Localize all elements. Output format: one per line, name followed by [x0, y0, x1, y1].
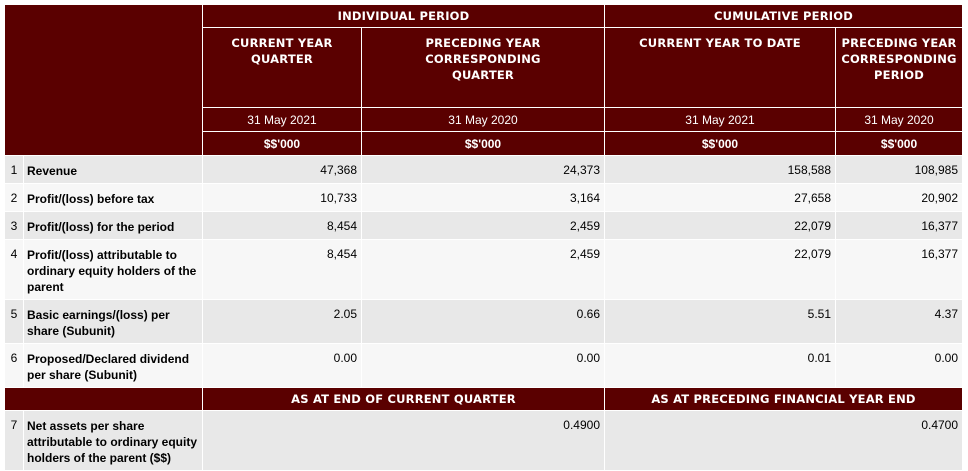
column-date: 31 May 2020 — [834, 107, 964, 132]
column-label: PRECEDING YEAR CORRESPONDING PERIOD — [834, 27, 964, 108]
row-number: 7 — [4, 410, 24, 471]
cell-value: 22,079 — [604, 239, 836, 300]
row-number: 1 — [4, 155, 24, 184]
row-number: 4 — [4, 239, 24, 300]
cell-value: 158,588 — [604, 155, 836, 184]
header-blank — [4, 4, 203, 156]
row-label: Revenue — [23, 155, 203, 184]
table-row: 6 Proposed/Declared dividend per share (… — [4, 343, 964, 388]
cell-value: 0.4700 — [603, 410, 964, 471]
cell-value: 8,454 — [202, 239, 362, 300]
cumulative-period-header: CUMULATIVE PERIOD — [603, 4, 964, 28]
cell-value: 2,459 — [361, 211, 605, 240]
table-row: 3 Profit/(loss) for the period 8,454 2,4… — [4, 211, 964, 240]
cell-value: 0.4900 — [202, 410, 605, 471]
cell-value: 4.37 — [834, 299, 964, 344]
cell-value: 20,902 — [834, 183, 964, 212]
cell-value: 16,377 — [834, 211, 964, 240]
column-date: 31 May 2021 — [202, 107, 362, 132]
row-number: 5 — [4, 299, 24, 344]
column-currency: $$'000 — [604, 131, 836, 156]
column-label: CURRENT YEAR TO DATE — [604, 27, 836, 108]
column-label: CURRENT YEAR QUARTER — [202, 27, 362, 108]
cell-value: 0.00 — [202, 343, 362, 388]
row-number: 2 — [4, 183, 24, 212]
current-quarter-caption: AS AT END OF CURRENT QUARTER — [202, 387, 605, 411]
row-number: 3 — [4, 211, 24, 240]
cell-value: 27,658 — [604, 183, 836, 212]
cell-value: 0.00 — [834, 343, 964, 388]
financial-results-table: INDIVIDUAL PERIOD CUMULATIVE PERIOD CURR… — [4, 4, 964, 471]
cell-value: 10,733 — [202, 183, 362, 212]
cell-value: 22,079 — [604, 211, 836, 240]
cell-value: 0.00 — [361, 343, 605, 388]
cell-value: 47,368 — [202, 155, 362, 184]
column-currency: $$'000 — [202, 131, 362, 156]
row-label: Profit/(loss) for the period — [23, 211, 203, 240]
column-label: PRECEDING YEAR CORRESPONDING QUARTER — [361, 27, 605, 108]
cell-value: 8,454 — [202, 211, 362, 240]
cell-value: 108,985 — [834, 155, 964, 184]
column-date: 31 May 2020 — [361, 107, 605, 132]
individual-period-header: INDIVIDUAL PERIOD — [202, 4, 605, 28]
cell-value: 0.66 — [361, 299, 605, 344]
preceding-year-caption: AS AT PRECEDING FINANCIAL YEAR END — [603, 387, 964, 411]
cell-value: 0.01 — [604, 343, 836, 388]
cell-value: 24,373 — [361, 155, 605, 184]
cell-value: 3,164 — [361, 183, 605, 212]
column-currency: $$'000 — [361, 131, 605, 156]
row-label: Proposed/Declared dividend per share (Su… — [23, 343, 203, 388]
table-row: 4 Profit/(loss) attributable to ordinary… — [4, 239, 964, 300]
table-row: 5 Basic earnings/(loss) per share (Subun… — [4, 299, 964, 344]
cell-value: 2.05 — [202, 299, 362, 344]
cell-value: 5.51 — [604, 299, 836, 344]
table-row: 2 Profit/(loss) before tax 10,733 3,164 … — [4, 183, 964, 212]
table-row: 7 Net assets per share attributable to o… — [4, 410, 964, 471]
row-label: Profit/(loss) attributable to ordinary e… — [23, 239, 203, 300]
row-label: Profit/(loss) before tax — [23, 183, 203, 212]
table-row: 1 Revenue 47,368 24,373 158,588 108,985 — [4, 155, 964, 184]
cell-value: 2,459 — [361, 239, 605, 300]
section-header-blank — [4, 387, 203, 411]
row-label: Basic earnings/(loss) per share (Subunit… — [23, 299, 203, 344]
row-number: 6 — [4, 343, 24, 388]
cell-value: 16,377 — [834, 239, 964, 300]
row-label: Net assets per share attributable to ord… — [23, 410, 203, 471]
column-date: 31 May 2021 — [604, 107, 836, 132]
column-currency: $$'000 — [834, 131, 964, 156]
